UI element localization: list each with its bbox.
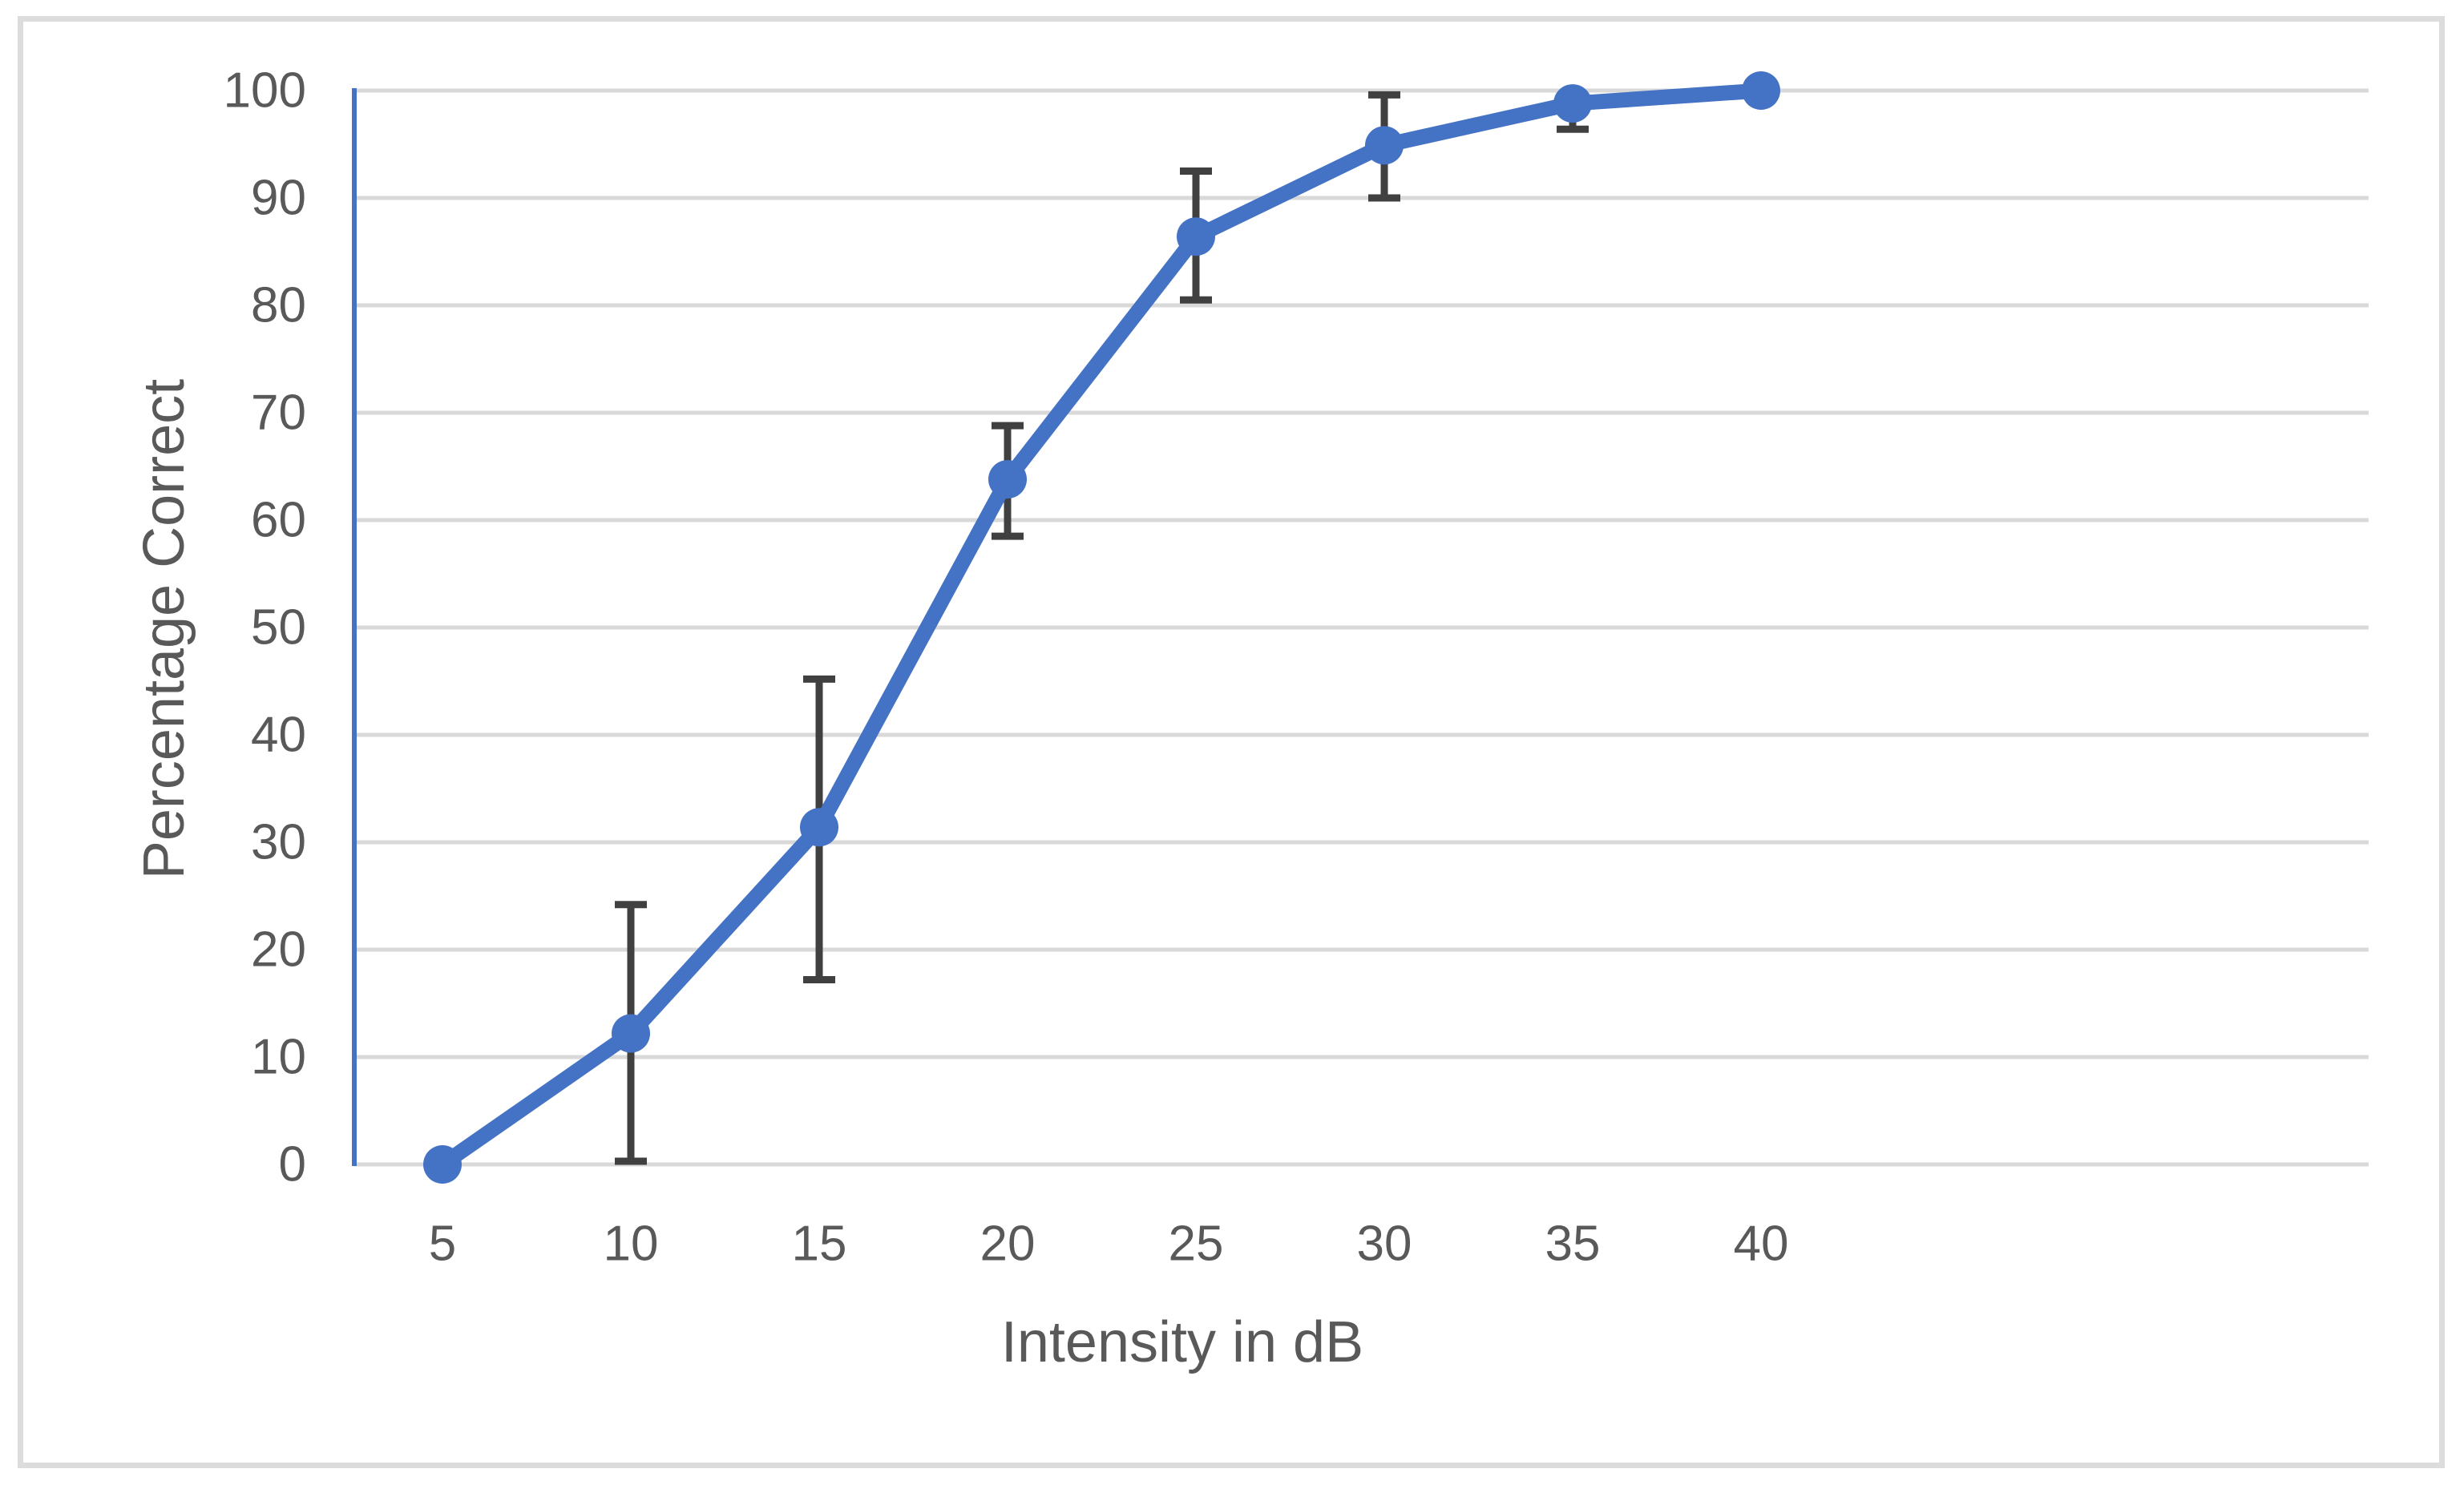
y-tick-label: 100 bbox=[224, 63, 306, 119]
data-point bbox=[1553, 84, 1592, 123]
x-tick-label: 20 bbox=[980, 1217, 1036, 1272]
y-tick-label: 30 bbox=[251, 815, 306, 870]
y-tick-label: 70 bbox=[251, 385, 306, 441]
y-tick-label: 50 bbox=[251, 600, 306, 656]
data-point bbox=[1177, 217, 1215, 256]
y-axis-title: Percentage Correct bbox=[132, 378, 196, 880]
x-tick-label: 25 bbox=[1169, 1217, 1224, 1272]
y-tick-label: 90 bbox=[251, 171, 306, 226]
y-tick-label: 80 bbox=[251, 278, 306, 333]
data-point bbox=[1365, 126, 1404, 165]
x-axis-title: Intensity in dB bbox=[1000, 1310, 1364, 1374]
data-line bbox=[434, 83, 1769, 1172]
x-tick-label: 40 bbox=[1734, 1217, 1789, 1272]
data-point bbox=[800, 808, 838, 847]
x-tick-label: 35 bbox=[1545, 1217, 1601, 1272]
data-point bbox=[423, 1145, 462, 1184]
x-tick-label: 5 bbox=[429, 1217, 456, 1272]
x-tick-label: 15 bbox=[792, 1217, 847, 1272]
data-point bbox=[988, 460, 1027, 499]
y-tick-label: 0 bbox=[279, 1137, 306, 1192]
data-point bbox=[1742, 71, 1780, 110]
y-tick-label: 40 bbox=[251, 708, 306, 763]
data-point bbox=[612, 1014, 650, 1053]
x-tick-label: 30 bbox=[1357, 1217, 1412, 1272]
x-tick-label: 10 bbox=[604, 1217, 659, 1272]
y-tick-label: 20 bbox=[251, 922, 306, 978]
y-tick-label: 10 bbox=[251, 1030, 306, 1085]
y-tick-label: 60 bbox=[251, 493, 306, 548]
